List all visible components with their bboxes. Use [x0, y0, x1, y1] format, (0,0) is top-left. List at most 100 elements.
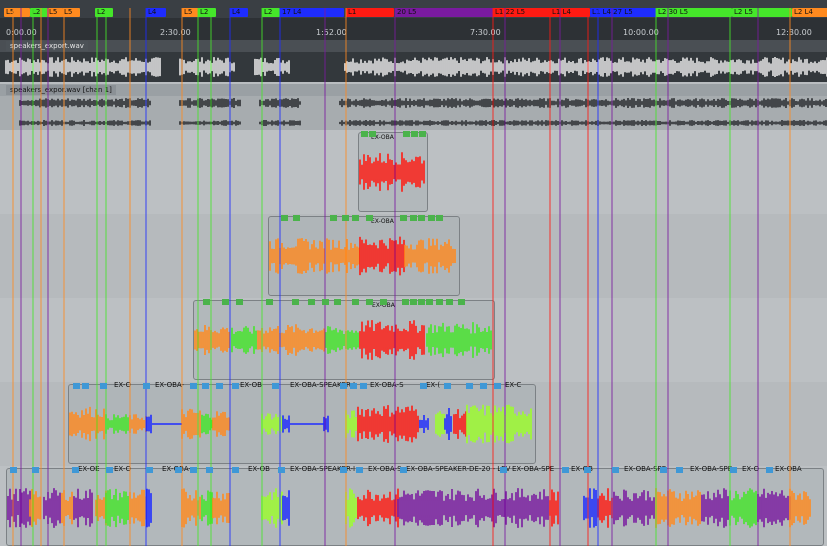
region-tag-icon[interactable] — [446, 299, 453, 305]
region-tag-icon[interactable] — [361, 131, 368, 137]
clip-label: EX-OBA-SPE — [512, 465, 555, 473]
region-tag-icon[interactable] — [436, 215, 443, 221]
region-tag-icon[interactable] — [202, 383, 209, 389]
region-tag-icon[interactable] — [366, 299, 373, 305]
marker-label[interactable]: L1 22 L5 — [493, 8, 551, 17]
waveform-segment — [345, 488, 357, 528]
marker-label[interactable]: L2 — [198, 8, 216, 17]
region-tag-icon[interactable] — [236, 299, 243, 305]
track-title[interactable]: speakers_expor.wav [chan 1] — [6, 85, 116, 95]
track-title[interactable]: speakers_export.wav — [6, 41, 88, 51]
region-tag-icon[interactable] — [480, 383, 487, 389]
region-tag-icon[interactable] — [206, 467, 213, 473]
region-tag-icon[interactable] — [410, 215, 417, 221]
region-tag-icon[interactable] — [400, 215, 407, 221]
region-tag-icon[interactable] — [366, 215, 373, 221]
region-tag-icon[interactable] — [410, 299, 417, 305]
region-tag-icon[interactable] — [352, 299, 359, 305]
region-tag-icon[interactable] — [403, 131, 410, 137]
region-tag-icon[interactable] — [444, 383, 451, 389]
region-tag-icon[interactable] — [766, 467, 773, 473]
marker-label[interactable]: L1 — [346, 8, 394, 17]
region-tag-icon[interactable] — [340, 383, 347, 389]
region-tag-icon[interactable] — [584, 467, 591, 473]
marker-label[interactable]: L2 — [30, 8, 48, 17]
region-tag-icon[interactable] — [466, 383, 473, 389]
marker-label[interactable]: L1 L4 — [550, 8, 590, 17]
marker-label[interactable]: 17 L4 — [280, 8, 344, 17]
marker-label[interactable]: L2 L4 — [792, 8, 827, 17]
marker-label[interactable]: L5 — [4, 8, 30, 17]
marker-label[interactable]: 20 L5 — [395, 8, 495, 17]
region-tag-icon[interactable] — [32, 467, 39, 473]
region-tag-icon[interactable] — [360, 383, 367, 389]
region-tag-icon[interactable] — [190, 467, 197, 473]
region-tag-icon[interactable] — [436, 299, 443, 305]
region-tag-icon[interactable] — [612, 467, 619, 473]
region-tag-icon[interactable] — [419, 131, 426, 137]
region-tag-icon[interactable] — [340, 467, 347, 473]
waveform-top — [344, 57, 827, 77]
region-tag-icon[interactable] — [418, 215, 425, 221]
waveform-segment — [95, 490, 107, 526]
region-tag-icon[interactable] — [203, 299, 210, 305]
region-tag-icon[interactable] — [322, 299, 329, 305]
region-tag-icon[interactable] — [100, 383, 107, 389]
region-tag-icon[interactable] — [400, 467, 407, 473]
region-tag-icon[interactable] — [10, 467, 17, 473]
region-tag-icon[interactable] — [350, 383, 357, 389]
region-tag-icon[interactable] — [232, 467, 239, 473]
marker-label[interactable]: L2 — [95, 8, 113, 17]
marker-label[interactable]: L5 — [47, 8, 63, 17]
region-tag-icon[interactable] — [222, 299, 229, 305]
region-tag-icon[interactable] — [411, 131, 418, 137]
region-tag-icon[interactable] — [146, 467, 153, 473]
region-tag-icon[interactable] — [272, 383, 279, 389]
region-tag-icon[interactable] — [342, 215, 349, 221]
region-tag-icon[interactable] — [676, 467, 683, 473]
region-tag-icon[interactable] — [308, 299, 315, 305]
region-tag-icon[interactable] — [352, 215, 359, 221]
marker-label[interactable]: L2 L5 — [732, 8, 792, 17]
region-tag-icon[interactable] — [143, 383, 150, 389]
region-tag-icon[interactable] — [334, 299, 341, 305]
track-header: speakers_expor.wav [chan 1] — [0, 84, 827, 96]
marker-label[interactable]: L4 — [146, 8, 166, 17]
region-tag-icon[interactable] — [562, 467, 569, 473]
marker-label[interactable]: L5 — [182, 8, 200, 17]
marker-label[interactable]: L2 — [262, 8, 280, 17]
region-tag-icon[interactable] — [216, 383, 223, 389]
region-tag-icon[interactable] — [293, 215, 300, 221]
region-tag-icon[interactable] — [402, 299, 409, 305]
region-tag-icon[interactable] — [190, 383, 197, 389]
marker-label[interactable]: L5 — [62, 8, 80, 17]
region-tag-icon[interactable] — [106, 467, 113, 473]
region-tag-icon[interactable] — [500, 467, 507, 473]
region-tag-icon[interactable] — [232, 383, 239, 389]
region-tag-icon[interactable] — [356, 467, 363, 473]
region-tag-icon[interactable] — [458, 299, 465, 305]
region-tag-icon[interactable] — [292, 299, 299, 305]
marker-label[interactable]: L4 — [230, 8, 248, 17]
region-tag-icon[interactable] — [428, 215, 435, 221]
region-tag-icon[interactable] — [730, 467, 737, 473]
region-tag-icon[interactable] — [175, 467, 182, 473]
marker-bar: L5 L2 L5 L5 L2 L4 L5 L2 L4 L2 17 L4 L1 2… — [0, 0, 827, 18]
region-tag-icon[interactable] — [281, 215, 288, 221]
region-tag-icon[interactable] — [380, 299, 387, 305]
region-tag-icon[interactable] — [72, 467, 79, 473]
region-tag-icon[interactable] — [426, 299, 433, 305]
region-tag-icon[interactable] — [660, 467, 667, 473]
region-tag-icon[interactable] — [330, 215, 337, 221]
region-tag-icon[interactable] — [418, 299, 425, 305]
region-tag-icon[interactable] — [266, 299, 273, 305]
region-tag-icon[interactable] — [278, 467, 285, 473]
region-tag-icon[interactable] — [82, 383, 89, 389]
waveform-segment — [231, 326, 257, 354]
clip-label: EX-OBA-SPE — [624, 465, 667, 473]
region-tag-icon[interactable] — [73, 383, 80, 389]
marker-label[interactable]: L2 30 L5 — [656, 8, 732, 17]
region-tag-icon[interactable] — [420, 383, 427, 389]
region-tag-icon[interactable] — [369, 131, 376, 137]
region-tag-icon[interactable] — [494, 383, 501, 389]
